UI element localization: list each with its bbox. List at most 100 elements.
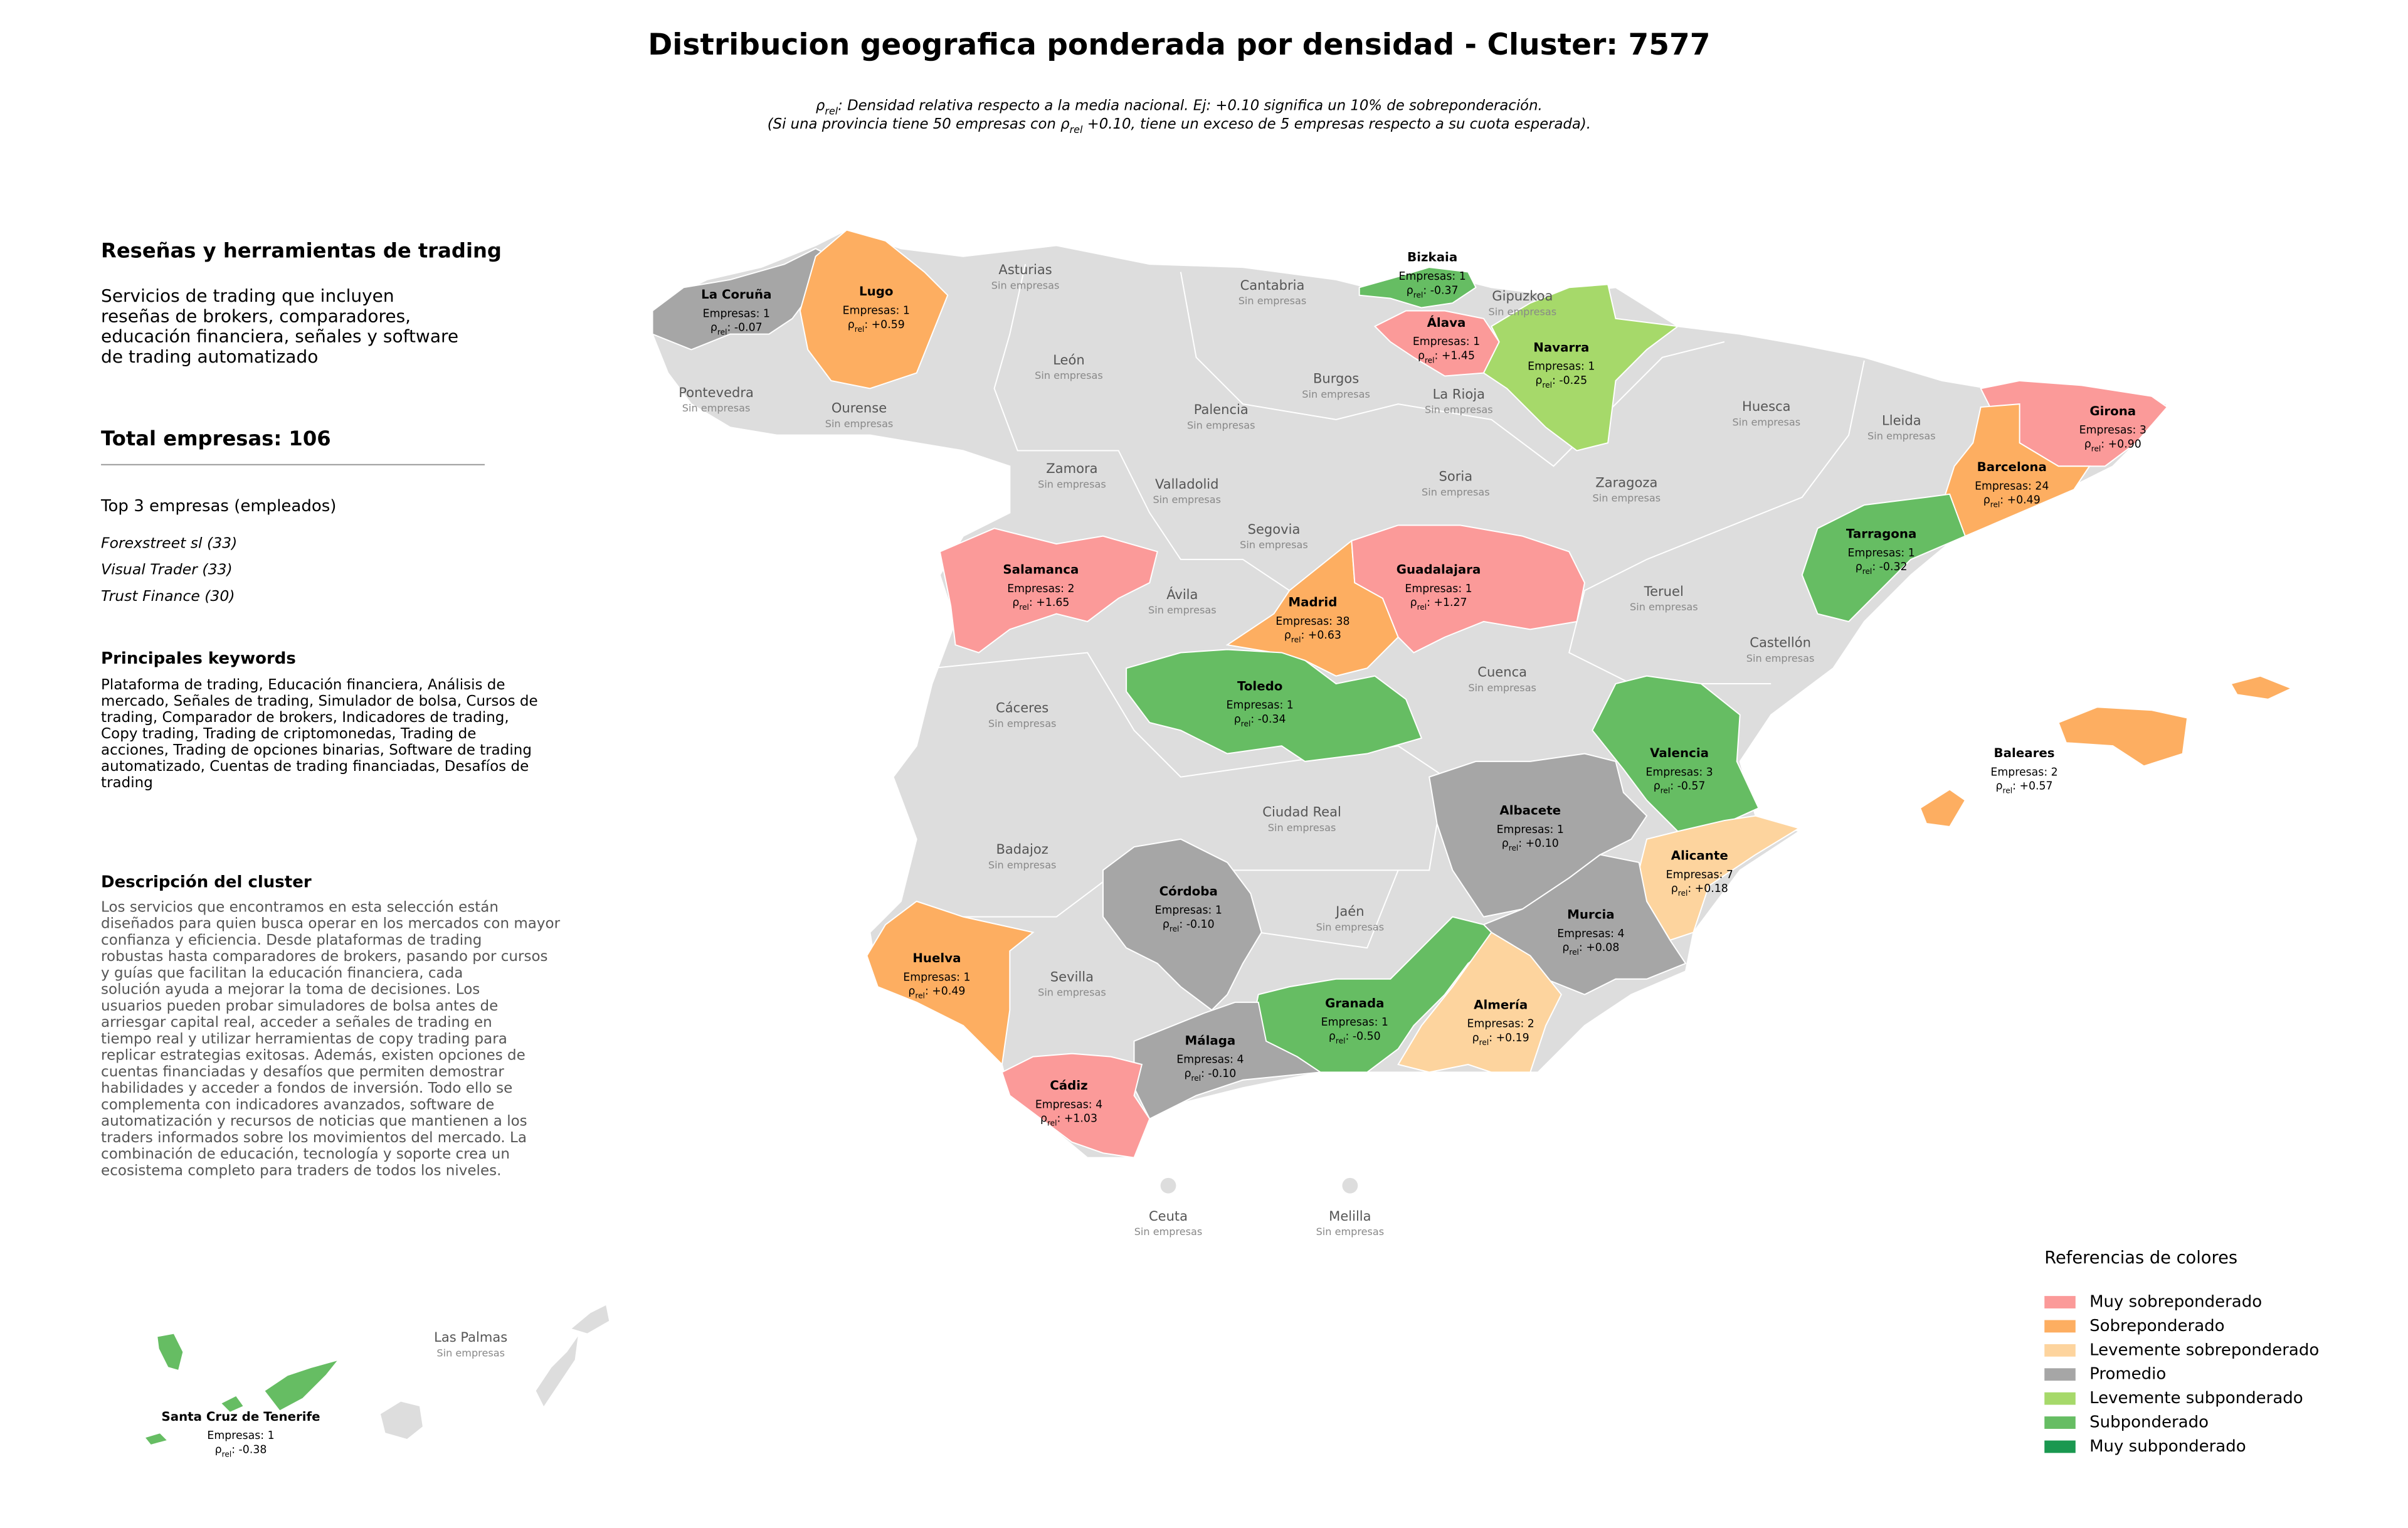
subscript: rel (1661, 786, 1671, 795)
province-note: Sin empresas (988, 859, 1057, 871)
text-segment: : -0.38 (231, 1443, 267, 1456)
map (143, 229, 2293, 1446)
province-companies: Empresas: 1 (903, 971, 970, 984)
province-note: Sin empresas (1489, 305, 1557, 317)
province-name: Pontevedra (679, 385, 754, 400)
province-note: Sin empresas (1746, 652, 1815, 664)
legend-label: Muy sobreponderado (2089, 1293, 2262, 1312)
province-note: Sin empresas (1468, 682, 1536, 694)
legend-label: Levemente sobreponderado (2089, 1340, 2319, 1359)
province-note: Sin empresas (1240, 539, 1308, 551)
legend-label: Sobreponderado (2089, 1317, 2224, 1335)
top-title: Top 3 empresas (empleados) (100, 497, 336, 516)
subscript: rel (1291, 635, 1301, 644)
province-shape (1428, 753, 1648, 918)
province-note: Sin empresas (1593, 492, 1661, 504)
province-density: ρrel: +1.45 (1418, 349, 1475, 364)
legend-swatch (2044, 1296, 2076, 1308)
province-name: Granada (1325, 996, 1384, 1011)
province-shape (939, 528, 1158, 654)
province-companies: Empresas: 7 (1666, 869, 1733, 881)
province-note: Sin empresas (1035, 369, 1103, 381)
description-line: confianza y eficiencia. Desde plataforma… (101, 932, 482, 948)
subscript: rel (1509, 844, 1519, 852)
text-segment: : -0.34 (1250, 713, 1286, 726)
province-density: ρrel: +0.08 (1562, 942, 1619, 956)
text-segment: : -0.10 (1179, 918, 1214, 931)
subscript: rel (717, 327, 727, 336)
legend-swatch (2044, 1416, 2076, 1429)
text-segment: ρ (848, 319, 855, 331)
province-shape (2057, 706, 2189, 767)
description-line: replicar estrategias exitosas. Además, e… (101, 1048, 525, 1064)
text-segment: : +0.90 (2101, 438, 2141, 451)
province-density: ρrel: +0.57 (1996, 780, 2053, 795)
province-shape (1592, 675, 1760, 832)
description-line: tiempo real y utilizar herramientas de c… (101, 1031, 507, 1047)
text-segment: ρ (1502, 837, 1509, 850)
note-line: ρrel: Densidad relativa respecto a la me… (816, 97, 1543, 117)
panel-summary: de trading automatizado (101, 346, 318, 367)
subscript: rel (1413, 290, 1423, 299)
panel-summary: educación financiera, señales y software (101, 326, 458, 347)
province-name: Málaga (1185, 1033, 1236, 1048)
province-name: Cádiz (1050, 1078, 1087, 1093)
text-segment: ρ (1535, 374, 1542, 387)
province-name: Baleares (1994, 746, 2055, 760)
province-shape (1126, 649, 1423, 762)
province-name: Asturias (998, 262, 1052, 277)
province-name: Tarragona (1846, 527, 1916, 541)
subscript: rel (825, 105, 838, 117)
legend: Referencias de colores Muy sobreponderado… (2044, 1248, 2319, 1456)
province-note: Sin empresas (1038, 987, 1106, 999)
text-segment: ρ (1562, 942, 1569, 954)
province-name: Guadalajara (1397, 563, 1481, 577)
text-segment: ρ (1012, 597, 1019, 609)
text-segment: : -0.57 (1670, 780, 1705, 793)
legend-title: Referencias de colores (2044, 1248, 2237, 1268)
province-name: Zaragoza (1595, 474, 1657, 490)
province-name: La Rioja (1433, 386, 1485, 401)
province-note: Sin empresas (1425, 404, 1493, 416)
description-line: diseñados para quien busca operar en los… (101, 916, 561, 932)
province-name: Segovia (1248, 521, 1301, 537)
legend-label: Promedio (2089, 1365, 2166, 1384)
subscript: rel (855, 324, 865, 333)
description-title: Descripción del cluster (101, 873, 312, 892)
subscript: rel (1862, 567, 1872, 576)
province-shape (1482, 284, 1680, 452)
province-note: Sin empresas (1153, 494, 1221, 506)
lanzarote-shape (571, 1305, 610, 1334)
province-density: ρrel: -0.57 (1654, 780, 1706, 795)
subscript: rel (1170, 925, 1180, 933)
text-segment: ρ (908, 985, 915, 998)
subscript: rel (1070, 124, 1083, 135)
description-line: arriesgar capital real, acceder a señale… (101, 1014, 492, 1031)
province-name: Córdoba (1159, 884, 1218, 899)
subscript: rel (1191, 1073, 1201, 1082)
text-segment: : +0.63 (1301, 629, 1341, 642)
subscript: rel (1542, 380, 1552, 389)
province-note: Sin empresas (825, 418, 894, 430)
description-line: Los servicios que encontramos en esta se… (101, 899, 499, 915)
text-segment: ρ (1060, 116, 1070, 132)
text-segment: ρ (1856, 561, 1862, 573)
subscript: rel (1241, 719, 1251, 728)
text-segment: ρ (1040, 1113, 1047, 1125)
province-companies: Empresas: 24 (1975, 480, 2049, 492)
province-name: Navarra (1533, 340, 1589, 354)
panel-summary: Servicios de trading que incluyen (101, 285, 394, 306)
province-note: Sin empresas (1134, 1226, 1203, 1238)
description-line: traders informados sobre los movimientos… (101, 1130, 527, 1146)
province-note: Sin empresas (1302, 388, 1370, 400)
keywords-line: Copy trading, Trading de criptomonedas, … (101, 726, 476, 742)
province-name: Soria (1439, 469, 1473, 484)
province-border (1568, 360, 1865, 685)
province-name: Melilla (1329, 1208, 1371, 1224)
province-name: Barcelona (1977, 460, 2047, 474)
subscript: rel (1336, 1036, 1346, 1045)
ceuta-shape (1160, 1177, 1176, 1194)
text-segment: ρ (710, 322, 717, 334)
